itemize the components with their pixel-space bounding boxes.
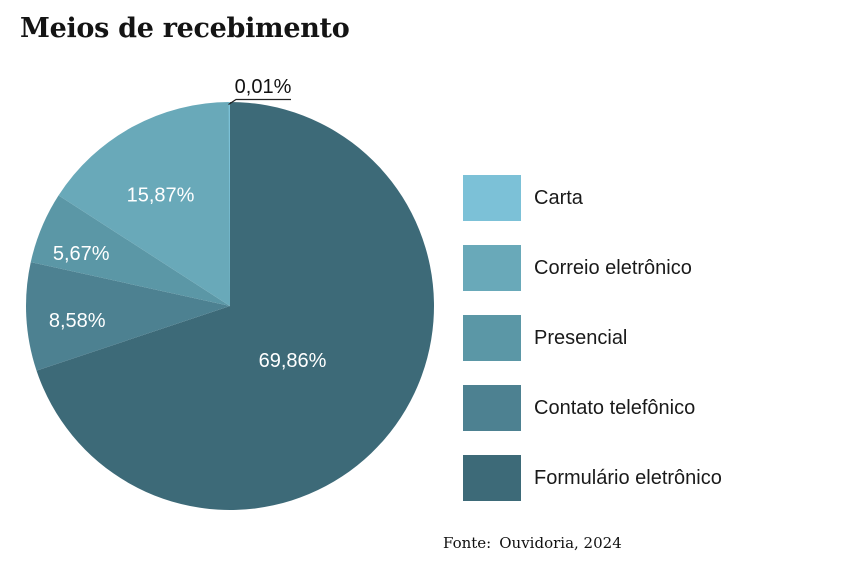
legend: Carta Correio eletrônico Presencial Cont… <box>463 175 722 501</box>
legend-swatch-presencial <box>463 315 521 361</box>
legend-item-formulario-eletronico: Formulário eletrônico <box>463 455 722 501</box>
pie-slice-presencial <box>30 195 230 306</box>
slice-label-formulario-eletronico: 69,86% <box>259 350 327 372</box>
legend-label-formulario-eletronico: Formulário eletrônico <box>534 466 722 489</box>
source-prefix: Fonte: <box>443 534 492 552</box>
legend-swatch-contato-telefonico <box>463 385 521 431</box>
source-text: Ouvidoria, 2024 <box>499 534 622 552</box>
legend-label-presencial: Presencial <box>534 326 628 349</box>
pie-slice-carta <box>228 101 230 307</box>
legend-item-correio-eletronico: Correio eletrônico <box>463 245 722 291</box>
pie-slice-formulario-eletronico <box>36 102 435 510</box>
legend-item-contato-telefonico: Contato telefônico <box>463 385 722 431</box>
pie-slice-contato-telefonico <box>26 262 230 371</box>
legend-label-correio-eletronico: Correio eletrônico <box>534 256 692 279</box>
legend-swatch-formulario-eletronico <box>463 455 521 501</box>
slice-label-contato-telefonico: 8,58% <box>49 310 106 332</box>
legend-label-carta: Carta <box>534 186 583 209</box>
legend-swatch-carta <box>463 175 521 221</box>
slice-label-presencial: 5,67% <box>53 243 110 265</box>
legend-swatch-correio-eletronico <box>463 245 521 291</box>
slice-label-carta: 0,01% <box>235 76 292 98</box>
legend-item-presencial: Presencial <box>463 315 722 361</box>
legend-item-carta: Carta <box>463 175 722 221</box>
slice-label-correio-eletronico: 15,87% <box>127 185 195 207</box>
callout-leader-line <box>228 98 291 105</box>
pie-slice-correio-eletronico <box>58 102 230 306</box>
legend-label-contato-telefonico: Contato telefônico <box>534 396 696 419</box>
chart-title: Meios de recebimento <box>20 13 350 44</box>
source-note: Fonte: Ouvidoria, 2024 <box>443 534 622 552</box>
